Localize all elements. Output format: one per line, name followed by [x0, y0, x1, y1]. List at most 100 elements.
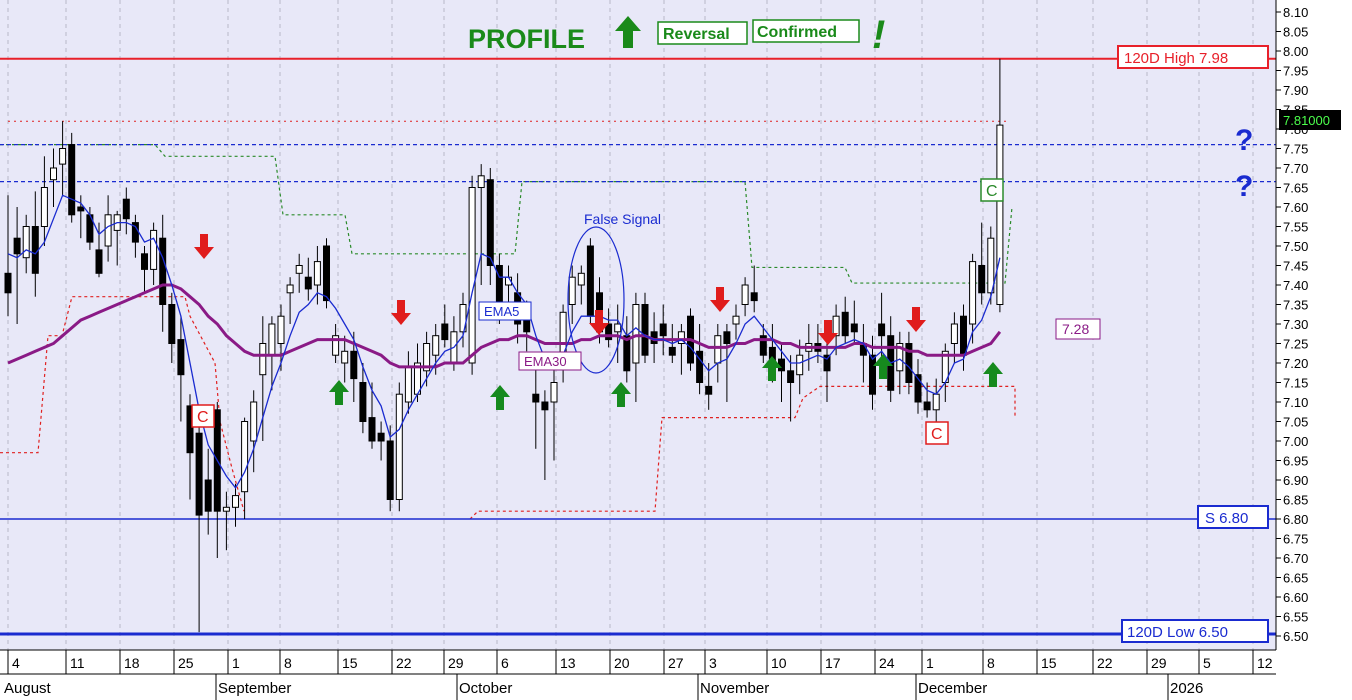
- candle-body: [395, 393, 403, 501]
- y-tick-label: 7.90: [1283, 83, 1308, 98]
- month-label: August: [4, 680, 52, 697]
- candle-body: [477, 175, 485, 189]
- y-tick-label: 7.20: [1283, 356, 1308, 371]
- candle-body: [259, 343, 267, 376]
- candle-body: [614, 323, 622, 333]
- candle-body: [195, 432, 203, 516]
- y-tick-label: 7.15: [1283, 376, 1308, 391]
- month-label: September: [218, 680, 291, 697]
- candle-body: [177, 339, 185, 376]
- candle-body: [568, 276, 576, 306]
- y-tick-label: 6.50: [1283, 629, 1308, 644]
- y-tick-label: 7.40: [1283, 278, 1308, 293]
- signal-markers: C C C: [191, 178, 1004, 445]
- y-tick-label: 6.90: [1283, 473, 1308, 488]
- c-marker-red-box: [925, 421, 949, 445]
- ema5-label: EMA5: [484, 304, 519, 319]
- title-up-arrow-icon: [615, 16, 641, 48]
- candle-body: [960, 315, 967, 356]
- candle-body: [50, 167, 57, 181]
- candle-body: [268, 323, 276, 356]
- up-arrow-icon: [762, 356, 782, 381]
- x-tick-label: 1: [926, 655, 934, 671]
- y-tick-label: 8.00: [1283, 44, 1308, 59]
- candle-body: [787, 370, 795, 383]
- ema30-value-box: [1055, 318, 1101, 340]
- candle-body: [641, 304, 649, 356]
- title-exclamation: !: [872, 13, 885, 57]
- x-tick-label: 15: [342, 655, 358, 671]
- badge-confirmed-label: Confirmed: [757, 24, 837, 41]
- candle-body: [796, 354, 804, 376]
- low-level-box: [1121, 619, 1269, 643]
- candle-body: [232, 495, 239, 508]
- candle-body: [532, 393, 540, 403]
- up-arrow-icon: [983, 362, 1003, 387]
- down-arrow-icon: [589, 310, 609, 335]
- candle-body: [141, 253, 148, 270]
- candle-body: [987, 237, 995, 294]
- x-tick-label: 5: [1203, 655, 1211, 671]
- y-tick-label: 7.35: [1283, 298, 1308, 313]
- candle-body: [577, 272, 585, 286]
- y-tick-label: 7.55: [1283, 220, 1308, 235]
- candle-body: [277, 315, 285, 345]
- candle-body: [932, 393, 940, 411]
- y-tick-label: 7.25: [1283, 337, 1308, 352]
- down-arrow-icon: [710, 287, 730, 312]
- y-axis-ticks: 8.108.058.007.957.907.857.807.757.707.65…: [1276, 5, 1308, 644]
- candle-body: [586, 245, 594, 317]
- up-arrow-icon: [873, 354, 893, 379]
- candle-body: [241, 421, 249, 493]
- y-tick-label: 7.70: [1283, 161, 1308, 176]
- month-label: October: [459, 680, 512, 697]
- x-tick-label: 27: [668, 655, 684, 671]
- candle-body: [13, 237, 21, 255]
- badge-confirmed: [752, 19, 860, 43]
- y-tick-label: 8.05: [1283, 25, 1308, 40]
- y-tick-label: 7.95: [1283, 64, 1308, 79]
- false-signal-ellipse: [567, 226, 625, 374]
- candle-body: [632, 304, 640, 364]
- high-level-box: [1117, 45, 1269, 69]
- candle-body: [323, 245, 330, 302]
- candle-body: [150, 229, 158, 270]
- candle-body: [341, 350, 349, 364]
- x-tick-label: 13: [560, 655, 576, 671]
- y-tick-label: 7.50: [1283, 239, 1308, 254]
- ema5-line: [7, 194, 1001, 489]
- low-level-label: 120D Low 6.50: [1127, 624, 1228, 641]
- candle-body: [923, 401, 931, 411]
- candle-body: [714, 335, 722, 364]
- candle-body: [832, 315, 840, 337]
- candle-body: [441, 323, 449, 341]
- candle-body: [732, 315, 740, 325]
- y-tick-label: 6.65: [1283, 571, 1308, 586]
- c-marker-green: C: [986, 183, 998, 200]
- level-lines: [0, 57, 1276, 636]
- y-tick-label: 6.60: [1283, 590, 1308, 605]
- title-profile: PROFILE: [468, 24, 585, 54]
- y-tick-label: 7.30: [1283, 317, 1308, 332]
- month-label: December: [918, 680, 987, 697]
- candle-body: [869, 354, 876, 395]
- x-tick-label: 8: [284, 655, 292, 671]
- candle-body: [77, 206, 85, 212]
- candle-body: [423, 343, 431, 372]
- y-tick-label: 7.75: [1283, 142, 1308, 157]
- y-axis-panel: [1276, 0, 1352, 650]
- ema30-label: EMA30: [524, 354, 567, 369]
- candle-body: [95, 249, 103, 274]
- candle-body: [541, 401, 549, 411]
- ema30-label-box: [518, 351, 582, 371]
- x-tick-label: 17: [825, 655, 841, 671]
- candle-body: [22, 226, 30, 259]
- candle-body: [759, 335, 767, 356]
- candle-body: [359, 382, 367, 422]
- x-tick-label: 8: [987, 655, 995, 671]
- candle-body: [850, 323, 858, 333]
- high-level-label: 120D High 7.98: [1124, 50, 1228, 67]
- x-tick-label: 18: [124, 655, 140, 671]
- candle-body: [104, 214, 112, 247]
